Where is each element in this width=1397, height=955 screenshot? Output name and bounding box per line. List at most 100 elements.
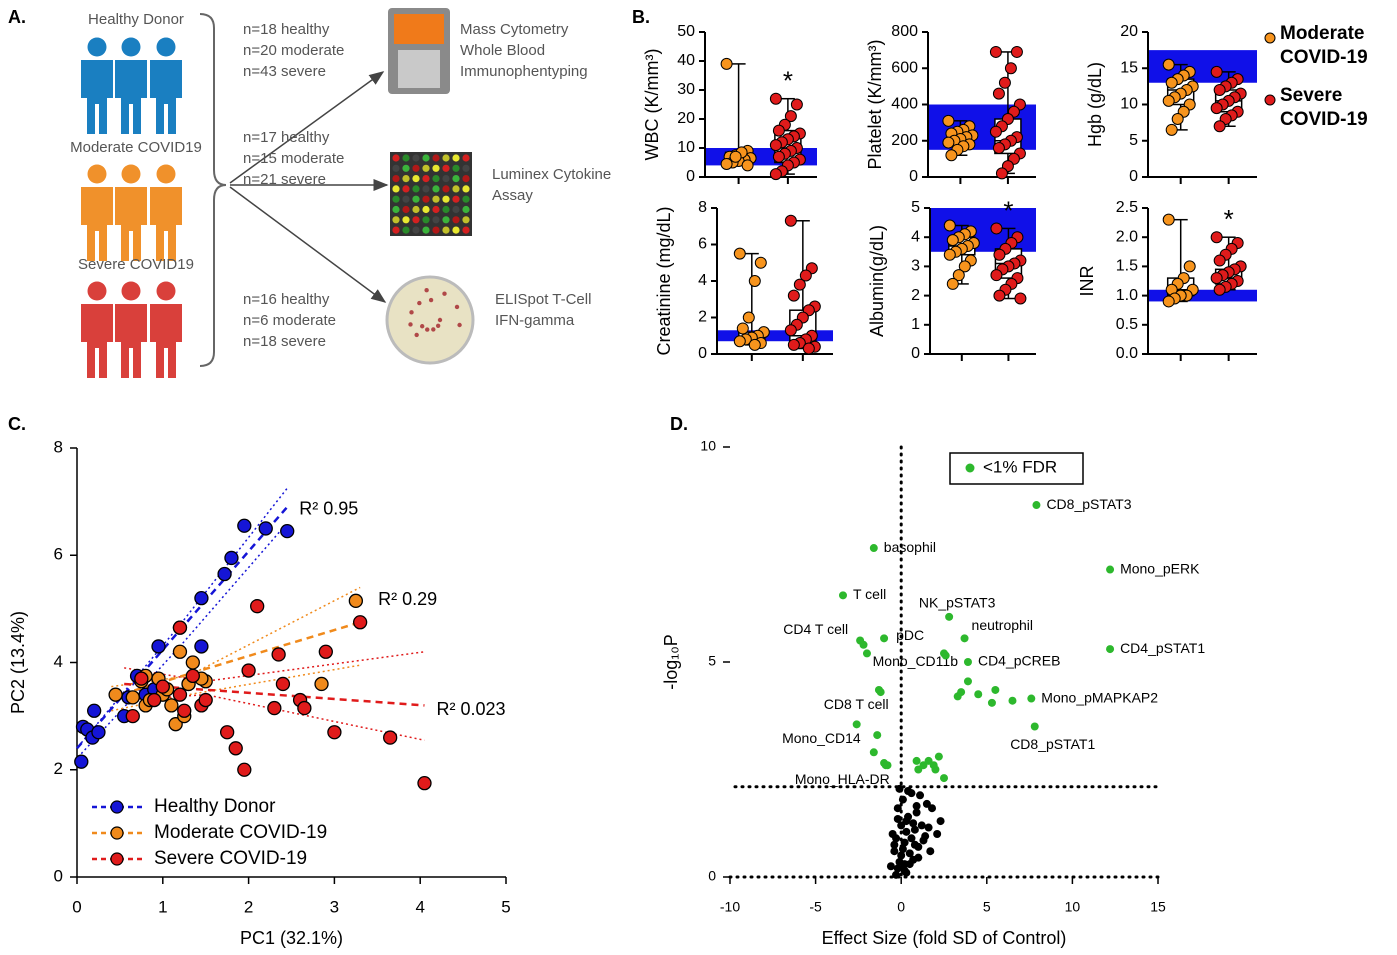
y-tick-label: 2 xyxy=(698,309,707,326)
data-point xyxy=(152,640,165,653)
data-point xyxy=(384,731,397,744)
luminex-well xyxy=(462,227,469,234)
luminex-well xyxy=(432,206,439,213)
person-body xyxy=(81,304,113,378)
data-point xyxy=(884,761,892,769)
point-label: neutrophil xyxy=(972,617,1033,633)
data-point xyxy=(721,58,732,69)
data-point xyxy=(195,640,208,653)
data-point xyxy=(173,645,186,658)
y-tick-label: 10 xyxy=(677,139,695,156)
luminex-well xyxy=(392,185,399,192)
person-head xyxy=(122,282,141,301)
data-point xyxy=(1015,293,1026,304)
luminex-well xyxy=(432,185,439,192)
data-point xyxy=(225,551,238,564)
data-point xyxy=(770,140,781,151)
data-point xyxy=(931,766,939,774)
data-point xyxy=(991,270,1002,281)
panel-label: B. xyxy=(632,7,650,27)
data-point xyxy=(1211,66,1222,77)
data-point xyxy=(890,841,898,849)
luminex-well xyxy=(392,154,399,161)
data-point xyxy=(1163,95,1174,106)
data-point xyxy=(276,677,289,690)
data-point xyxy=(988,699,996,707)
luminex-well xyxy=(442,154,449,161)
colony xyxy=(455,305,459,309)
colony xyxy=(431,327,435,331)
data-point xyxy=(911,841,919,849)
data-point xyxy=(901,860,909,868)
legend-label: <1% FDR xyxy=(983,457,1057,476)
assay-count: n=18 severe xyxy=(243,333,326,350)
data-point xyxy=(974,690,982,698)
x-tick-label: 5 xyxy=(501,897,510,916)
data-point xyxy=(734,248,745,259)
luminex-well xyxy=(452,216,459,223)
y-tick-label: 0 xyxy=(54,866,63,885)
data-point xyxy=(1214,255,1225,266)
y-tick-label: 4 xyxy=(54,652,63,671)
luminex-well xyxy=(462,206,469,213)
data-point xyxy=(894,804,902,812)
data-point xyxy=(1031,723,1039,731)
data-point xyxy=(947,235,958,246)
data-point xyxy=(1172,114,1183,125)
luminex-well xyxy=(422,165,429,172)
data-point xyxy=(788,339,799,350)
y-tick-label: 0 xyxy=(909,168,918,185)
y-tick-label: 5 xyxy=(911,199,920,216)
arrow xyxy=(230,187,385,302)
data-point xyxy=(993,143,1004,154)
luminex-well xyxy=(402,165,409,172)
data-point xyxy=(991,223,1002,234)
assay-count: n=43 severe xyxy=(243,63,326,80)
data-point xyxy=(964,658,972,666)
data-point xyxy=(156,680,169,693)
y-tick-label: 3 xyxy=(911,258,920,275)
luminex-well xyxy=(432,165,439,172)
luminex-well xyxy=(462,196,469,203)
data-point xyxy=(1163,296,1174,307)
data-point xyxy=(229,742,242,755)
panel-label: C. xyxy=(8,414,26,434)
legend-marker xyxy=(111,801,123,813)
data-point xyxy=(895,785,903,793)
y-tick-label: 800 xyxy=(891,23,918,40)
data-point xyxy=(870,544,878,552)
luminex-well xyxy=(402,175,409,182)
luminex-well xyxy=(432,227,439,234)
data-point xyxy=(755,257,766,268)
data-point xyxy=(1106,645,1114,653)
mass-cytometer-icon xyxy=(388,8,450,94)
colony xyxy=(442,292,446,296)
x-tick-label: 3 xyxy=(330,897,339,916)
person-head xyxy=(122,38,141,57)
data-point xyxy=(1011,46,1022,57)
assay-name: ELISpot T-Cell xyxy=(495,291,591,308)
person-body xyxy=(81,60,113,134)
data-point xyxy=(315,677,328,690)
data-point xyxy=(319,645,332,658)
data-point xyxy=(173,621,186,634)
luminex-well xyxy=(432,154,439,161)
data-point xyxy=(913,757,921,765)
group-label: Moderate COVID19 xyxy=(70,139,202,156)
luminex-well xyxy=(412,196,419,203)
panel-label: A. xyxy=(8,7,26,27)
point-label: basophil xyxy=(884,539,936,555)
data-point xyxy=(839,591,847,599)
data-point xyxy=(268,702,281,715)
data-point xyxy=(907,789,915,797)
data-point xyxy=(996,168,1007,179)
data-point xyxy=(994,290,1005,301)
data-point xyxy=(734,336,745,347)
data-point xyxy=(794,279,805,290)
y-tick-label: 6 xyxy=(698,236,707,253)
assay-count: n=18 healthy xyxy=(243,21,330,38)
data-point xyxy=(730,151,741,162)
data-point xyxy=(935,753,943,761)
colony xyxy=(429,298,433,302)
data-point xyxy=(770,169,781,180)
